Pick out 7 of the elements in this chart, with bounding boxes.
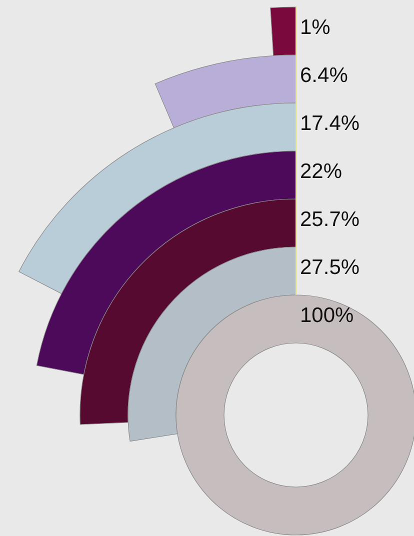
data-label: 100% <box>300 304 354 327</box>
data-label: 22% <box>300 160 342 183</box>
data-label: 25.7% <box>300 208 360 231</box>
data-label: 6.4% <box>300 64 348 87</box>
data-label: 27.5% <box>300 256 360 279</box>
data-label: 1% <box>300 16 330 39</box>
data-label: 17.4% <box>300 112 360 135</box>
